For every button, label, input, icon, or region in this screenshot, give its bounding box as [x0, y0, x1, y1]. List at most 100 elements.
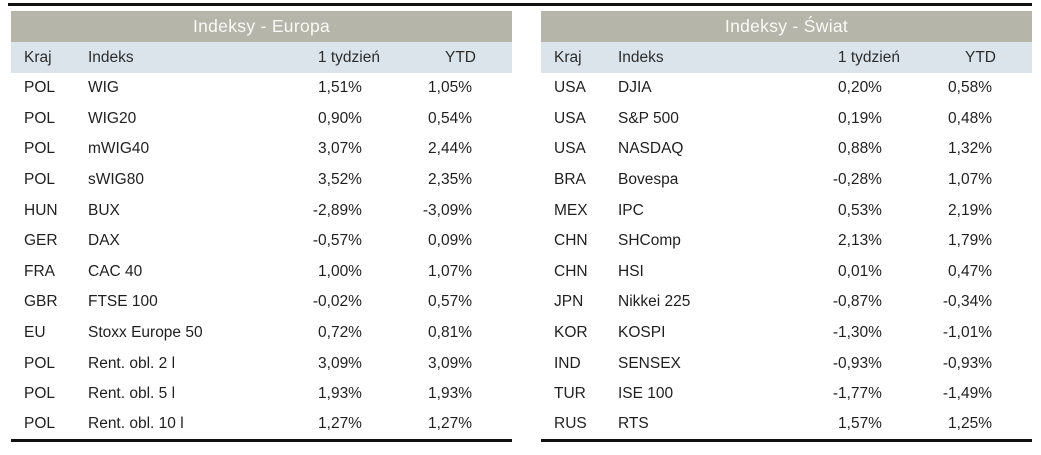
- table-row: TUR ISE 100 -1,77% -1,49%: [541, 378, 1032, 410]
- cell-ytd-change: 0,48%: [913, 103, 1032, 135]
- table-row: MEX IPC 0,53% 2,19%: [541, 195, 1032, 226]
- cell-index-name: WIG: [86, 73, 276, 104]
- cell-country-code: CHN: [541, 225, 616, 257]
- cell-week-change: 0,01%: [795, 256, 914, 288]
- table-row: EU Stoxx Europe 50 0,72% 0,81%: [11, 317, 512, 349]
- cell-country-code: USA: [541, 134, 616, 165]
- cell-week-change: -0,87%: [795, 287, 914, 318]
- cell-index-name: Rent. obl. 10 l: [86, 409, 276, 441]
- table-title-row: Indeksy - Europa: [11, 11, 512, 42]
- cell-country-code: POL: [11, 409, 86, 441]
- cell-country-code: IND: [541, 348, 616, 379]
- cell-country-code: POL: [11, 73, 86, 104]
- table-title: Indeksy - Europa: [11, 11, 512, 42]
- cell-ytd-change: 0,81%: [393, 317, 512, 349]
- cell-country-code: POL: [11, 378, 86, 410]
- cell-week-change: 1,00%: [275, 256, 394, 288]
- table-row: POL sWIG80 3,52% 2,35%: [11, 164, 512, 196]
- table-row: POL WIG20 0,90% 0,54%: [11, 103, 512, 135]
- column-header-1-tydzien: 1 tydzień: [795, 42, 914, 73]
- cell-ytd-change: 0,09%: [393, 225, 512, 257]
- cell-country-code: POL: [11, 134, 86, 165]
- column-header-kraj: Kraj: [11, 42, 86, 73]
- cell-index-name: DAX: [86, 225, 276, 257]
- cell-index-name: Rent. obl. 2 l: [86, 348, 276, 379]
- cell-ytd-change: -0,93%: [913, 348, 1032, 379]
- cell-ytd-change: 1,25%: [913, 409, 1032, 441]
- column-header-indeks: Indeks: [86, 42, 276, 73]
- table-row: CHN HSI 0,01% 0,47%: [541, 256, 1032, 288]
- cell-country-code: CHN: [541, 256, 616, 288]
- table-row: HUN BUX -2,89% -3,09%: [11, 195, 512, 226]
- cell-country-code: POL: [11, 348, 86, 379]
- cell-country-code: GER: [11, 225, 86, 257]
- cell-country-code: RUS: [541, 409, 616, 441]
- cell-index-name: mWIG40: [86, 134, 276, 165]
- cell-index-name: KOSPI: [616, 317, 796, 349]
- cell-index-name: WIG20: [86, 103, 276, 135]
- cell-ytd-change: 1,07%: [393, 256, 512, 288]
- cell-ytd-change: -3,09%: [393, 195, 512, 226]
- table-row: IND SENSEX -0,93% -0,93%: [541, 348, 1032, 379]
- cell-week-change: -2,89%: [275, 195, 394, 226]
- cell-index-name: S&P 500: [616, 103, 796, 135]
- table-title-row: Indeksy - Świat: [541, 11, 1032, 42]
- cell-index-name: CAC 40: [86, 256, 276, 288]
- table-row: USA DJIA 0,20% 0,58%: [541, 73, 1032, 104]
- table-row: KOR KOSPI -1,30% -1,01%: [541, 317, 1032, 349]
- cell-week-change: 1,27%: [275, 409, 394, 441]
- cell-index-name: IPC: [616, 195, 796, 226]
- cell-week-change: -0,57%: [275, 225, 394, 257]
- cell-country-code: MEX: [541, 195, 616, 226]
- cell-country-code: TUR: [541, 378, 616, 410]
- cell-ytd-change: 3,09%: [393, 348, 512, 379]
- table-row: USA S&P 500 0,19% 0,48%: [541, 103, 1032, 135]
- cell-ytd-change: 1,05%: [393, 73, 512, 104]
- column-header-ytd: YTD: [393, 42, 512, 73]
- cell-ytd-change: 1,79%: [913, 225, 1032, 257]
- column-header-row: Kraj Indeks 1 tydzień YTD: [541, 42, 1032, 73]
- cell-week-change: 0,53%: [795, 195, 914, 226]
- table-row: POL Rent. obl. 10 l 1,27% 1,27%: [11, 409, 512, 441]
- cell-week-change: 1,51%: [275, 73, 394, 104]
- cell-week-change: 0,72%: [275, 317, 394, 349]
- cell-index-name: Nikkei 225: [616, 287, 796, 318]
- cell-index-name: BUX: [86, 195, 276, 226]
- cell-week-change: 3,52%: [275, 164, 394, 196]
- cell-index-name: Rent. obl. 5 l: [86, 378, 276, 410]
- table-body: USA DJIA 0,20% 0,58% USA S&P 500 0,19% 0,48% USA…: [541, 73, 1032, 441]
- cell-ytd-change: -0,34%: [913, 287, 1032, 318]
- cell-ytd-change: 1,32%: [913, 134, 1032, 165]
- table-row: GBR FTSE 100 -0,02% 0,57%: [11, 287, 512, 318]
- table-row: POL WIG 1,51% 1,05%: [11, 73, 512, 104]
- cell-ytd-change: 2,44%: [393, 134, 512, 165]
- cell-index-name: sWIG80: [86, 164, 276, 196]
- cell-country-code: BRA: [541, 164, 616, 196]
- table-indeksy-swiat: Indeksy - Świat Kraj Indeks 1 tydzień YTD U…: [541, 11, 1032, 442]
- table-row: POL Rent. obl. 5 l 1,93% 1,93%: [11, 378, 512, 410]
- cell-week-change: -1,77%: [795, 378, 914, 410]
- cell-ytd-change: 2,19%: [913, 195, 1032, 226]
- cell-country-code: POL: [11, 103, 86, 135]
- table-row: USA NASDAQ 0,88% 1,32%: [541, 134, 1032, 165]
- cell-ytd-change: 1,07%: [913, 164, 1032, 196]
- column-header-1-tydzien: 1 tydzień: [275, 42, 394, 73]
- table-row: POL mWIG40 3,07% 2,44%: [11, 134, 512, 165]
- table-row: GER DAX -0,57% 0,09%: [11, 225, 512, 257]
- cell-index-name: SHComp: [616, 225, 796, 257]
- cell-country-code: KOR: [541, 317, 616, 349]
- cell-week-change: -0,02%: [275, 287, 394, 318]
- cell-index-name: Stoxx Europe 50: [86, 317, 276, 349]
- cell-week-change: 0,90%: [275, 103, 394, 135]
- top-rule: [8, 3, 1032, 6]
- cell-ytd-change: 1,93%: [393, 378, 512, 410]
- cell-week-change: 0,20%: [795, 73, 914, 104]
- cell-country-code: USA: [541, 73, 616, 104]
- cell-week-change: 1,57%: [795, 409, 914, 441]
- cell-week-change: -1,30%: [795, 317, 914, 349]
- cell-week-change: -0,93%: [795, 348, 914, 379]
- cell-ytd-change: -1,01%: [913, 317, 1032, 349]
- cell-country-code: JPN: [541, 287, 616, 318]
- table-row: JPN Nikkei 225 -0,87% -0,34%: [541, 287, 1032, 318]
